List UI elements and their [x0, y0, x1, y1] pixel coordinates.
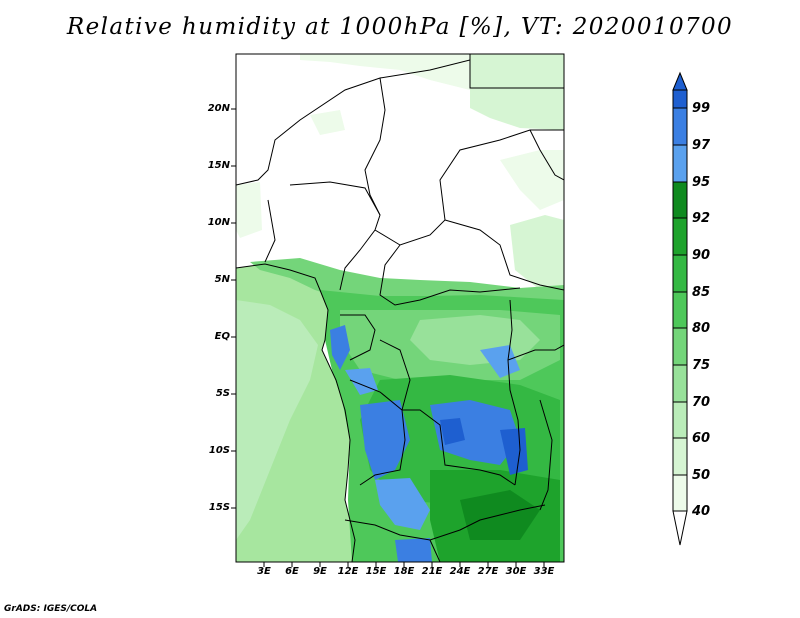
colorbar-label-85: 85: [692, 285, 711, 300]
lon-label-30e: 30E: [505, 566, 527, 577]
colorbar-label-80: 80: [692, 321, 711, 336]
humidity-field: [236, 54, 564, 562]
country-borders: [236, 54, 564, 562]
lon-label-33e: 33E: [533, 566, 555, 577]
colorbar-label-40: 40: [692, 504, 711, 519]
lon-label-15e: 15E: [365, 566, 387, 577]
colorbar-label-90: 90: [692, 248, 711, 263]
lat-label-10s: 10S: [208, 445, 230, 456]
colorbar-top-arrow: [672, 71, 688, 91]
lat-label-10n: 10N: [207, 217, 230, 228]
lat-label-5n: 5N: [214, 274, 230, 285]
map-frame: [235, 53, 565, 563]
colorbar-label-95: 95: [692, 175, 711, 190]
lat-label-5s: 5S: [215, 388, 230, 399]
map-title: Relative humidity at 1000hPa [%], VT: 20…: [66, 14, 734, 40]
lon-label-9e: 9E: [313, 566, 327, 577]
lon-label-6e: 6E: [285, 566, 299, 577]
colorbar-label-50: 50: [692, 468, 711, 483]
lon-label-27e: 27E: [477, 566, 499, 577]
lat-label-eq: EQ: [214, 331, 230, 342]
lat-label-15n: 15N: [207, 160, 230, 171]
colorbar: [672, 71, 688, 546]
grads-credit: GrADS: IGES/COLA: [4, 604, 98, 614]
colorbar-label-60: 60: [692, 431, 711, 446]
lon-label-12e: 12E: [337, 566, 359, 577]
lon-label-24e: 24E: [449, 566, 471, 577]
lat-label-20n: 20N: [207, 103, 230, 114]
lon-label-3e: 3E: [257, 566, 271, 577]
colorbar-label-97: 97: [692, 138, 711, 153]
lat-label-15s: 15S: [208, 502, 230, 513]
colorbar-label-99: 99: [692, 101, 711, 116]
lon-label-18e: 18E: [393, 566, 415, 577]
colorbar-bottom-arrow: [672, 510, 688, 546]
colorbar-label-75: 75: [692, 358, 711, 373]
colorbar-label-70: 70: [692, 395, 711, 410]
lon-label-21e: 21E: [421, 566, 443, 577]
colorbar-label-92: 92: [692, 211, 711, 226]
axis-ticks: [231, 108, 545, 567]
